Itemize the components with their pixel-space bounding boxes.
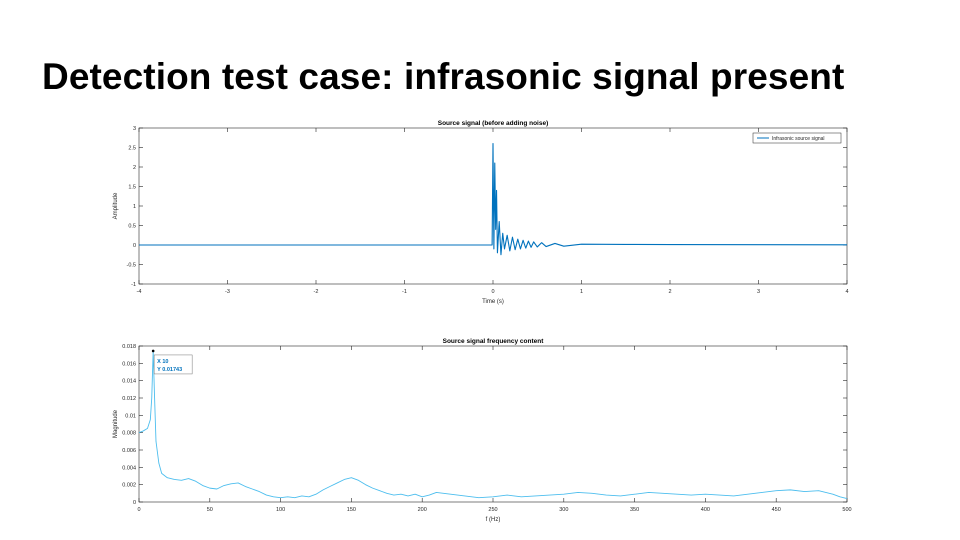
y-axis-label: Magnitude xyxy=(113,409,119,438)
x-tick-label: 0 xyxy=(137,507,140,513)
datatip-x-label: X 10 xyxy=(157,359,168,365)
x-tick-label: -2 xyxy=(314,289,319,295)
series-line xyxy=(139,143,848,256)
x-axis-label: Time (s) xyxy=(482,299,504,305)
x-tick-label: 300 xyxy=(559,507,568,513)
x-tick-label: 0 xyxy=(491,289,494,295)
y-tick-label: -1 xyxy=(131,282,136,288)
y-tick-label: 1 xyxy=(133,204,136,210)
y-tick-label: 0.006 xyxy=(122,448,136,454)
y-tick-label: 0 xyxy=(133,500,136,506)
x-tick-label: -3 xyxy=(225,289,230,295)
x-tick-label: 400 xyxy=(701,507,710,513)
y-tick-label: 1.5 xyxy=(128,185,136,191)
y-tick-label: 0.002 xyxy=(122,483,136,489)
legend-entry: Infrasonic source signal xyxy=(772,136,825,142)
x-axis-label: f (Hz) xyxy=(486,517,501,523)
datatip-marker xyxy=(151,349,155,353)
x-tick-label: 500 xyxy=(842,507,851,513)
x-tick-label: 50 xyxy=(207,507,213,513)
y-tick-label: 0 xyxy=(133,243,136,249)
datatip-y-label: Y 0.01743 xyxy=(157,367,182,373)
y-tick-label: 3 xyxy=(133,126,136,132)
y-tick-label: 2 xyxy=(133,165,136,171)
x-tick-label: 350 xyxy=(630,507,639,513)
x-tick-label: 250 xyxy=(488,507,497,513)
y-tick-label: 0.008 xyxy=(122,431,136,437)
slide-title: Detection test case: infrasonic signal p… xyxy=(42,56,845,97)
x-tick-label: -1 xyxy=(402,289,407,295)
x-tick-label: 200 xyxy=(418,507,427,513)
y-tick-label: -0.5 xyxy=(127,263,136,269)
y-tick-label: 0.018 xyxy=(122,344,136,350)
plot-area xyxy=(138,345,848,503)
x-tick-label: 100 xyxy=(276,507,285,513)
x-tick-label: 1 xyxy=(580,289,583,295)
y-tick-label: 0.004 xyxy=(122,465,136,471)
chart-title: Source signal frequency content xyxy=(443,338,545,345)
x-tick-label: 3 xyxy=(757,289,760,295)
y-tick-label: 0.01 xyxy=(125,413,136,419)
y-tick-label: 2.5 xyxy=(128,146,136,152)
series-line xyxy=(138,350,848,499)
x-tick-label: 4 xyxy=(845,289,848,295)
y-tick-label: 0.012 xyxy=(122,396,136,402)
y-tick-label: 0.014 xyxy=(122,379,136,385)
x-tick-label: 2 xyxy=(668,289,671,295)
chart-title: Source signal (before adding noise) xyxy=(438,120,549,127)
y-tick-label: 0.016 xyxy=(122,361,136,367)
y-tick-label: 0.5 xyxy=(128,224,136,230)
datatip-box xyxy=(153,354,193,375)
y-axis-label: Amplitude xyxy=(113,192,119,219)
x-tick-label: 450 xyxy=(772,507,781,513)
legend-box xyxy=(752,132,842,144)
x-tick-label: 150 xyxy=(347,507,356,513)
x-tick-label: -4 xyxy=(137,289,142,295)
